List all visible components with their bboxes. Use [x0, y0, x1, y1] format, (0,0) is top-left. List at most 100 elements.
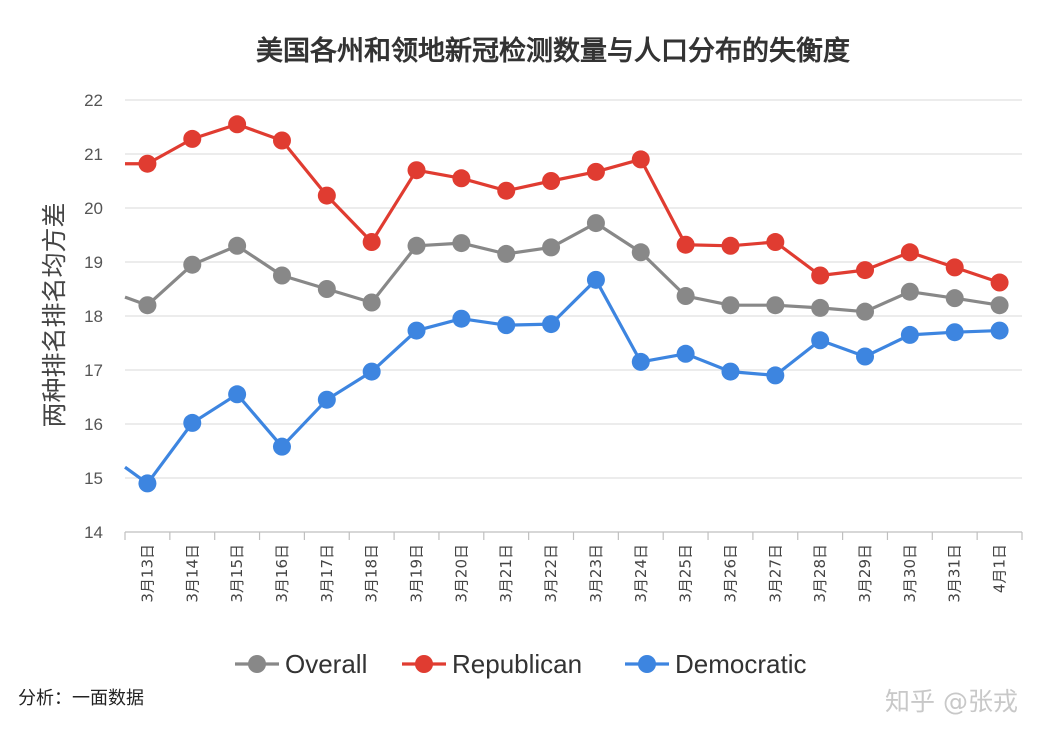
data-point	[945, 289, 964, 308]
y-tick-label: 18	[84, 307, 103, 326]
series-democratic	[124, 270, 1009, 493]
series-republican	[125, 115, 1009, 292]
data-point	[856, 261, 875, 280]
data-point	[228, 385, 247, 404]
y-axis-ticks: 14 15 16 17 18 19 20 21 22	[84, 91, 103, 542]
data-point	[272, 266, 291, 285]
data-point	[452, 169, 471, 188]
x-tick-label: 3月25日	[677, 544, 695, 603]
x-tick-label: 3月15日	[228, 544, 246, 603]
data-point	[272, 131, 291, 150]
data-point	[586, 162, 605, 181]
y-axis-label: 两种排名排名均方差	[40, 202, 69, 427]
x-tick-label: 3月24日	[632, 544, 650, 603]
x-tick-label: 3月13日	[138, 544, 156, 603]
data-point	[138, 154, 157, 173]
data-point	[407, 236, 426, 255]
y-tick-label: 21	[84, 145, 103, 164]
data-point	[362, 293, 381, 312]
x-tick-label: 3月19日	[408, 544, 426, 603]
data-point	[407, 321, 426, 340]
series-overall	[124, 214, 1009, 321]
watermark: 知乎 @张戎	[885, 687, 1018, 716]
legend-item-overall: Overall	[235, 649, 367, 679]
source-note: 分析：一面数据	[18, 688, 144, 709]
data-point	[183, 255, 202, 274]
data-point	[631, 243, 650, 262]
data-point	[542, 172, 561, 190]
data-point	[362, 233, 381, 252]
data-point	[362, 362, 381, 381]
data-point	[452, 309, 471, 328]
x-tick-label: 3月23日	[587, 544, 605, 603]
data-point	[317, 280, 336, 298]
data-point	[272, 437, 291, 456]
data-point	[766, 296, 785, 315]
data-point	[676, 344, 695, 363]
data-point	[497, 181, 516, 200]
x-tick-label: 3月16日	[273, 544, 291, 603]
data-point	[452, 234, 471, 253]
legend: Overall Republican Democratic	[235, 649, 806, 679]
x-tick-label: 3月22日	[542, 544, 560, 603]
y-tick-label: 16	[84, 415, 103, 434]
x-tick-label: 4月1日	[991, 544, 1009, 593]
legend-marker	[415, 655, 433, 673]
data-point	[766, 366, 785, 385]
data-point	[721, 296, 740, 315]
x-tick-label: 3月14日	[183, 544, 201, 603]
x-axis-ticks: 3月13日 3月14日 3月15日 3月16日 3月17日 3月18日 3月19日 3月20日…	[138, 544, 1008, 603]
legend-label: Democratic	[675, 649, 806, 679]
data-point	[721, 362, 740, 381]
x-tick-label: 3月31日	[946, 544, 964, 603]
x-tick-label: 3月29日	[856, 544, 874, 603]
legend-item-democratic: Democratic	[625, 649, 806, 679]
y-tick-label: 15	[84, 469, 103, 488]
legend-marker	[638, 655, 656, 673]
x-tick-label: 3月17日	[318, 544, 336, 603]
chart-title: 美国各州和领地新冠检测数量与人口分布的失衡度	[256, 35, 850, 67]
data-point	[856, 302, 875, 321]
data-point	[990, 273, 1009, 292]
x-tick-label: 3月18日	[363, 544, 381, 603]
data-point	[228, 115, 247, 134]
data-point	[900, 325, 919, 344]
data-point	[721, 236, 740, 255]
data-point	[542, 315, 561, 334]
y-tick-label: 19	[84, 253, 103, 272]
x-tick-label: 3月27日	[766, 544, 784, 603]
x-tick-label: 3月28日	[811, 544, 829, 603]
legend-label: Republican	[452, 649, 582, 679]
data-point	[945, 258, 964, 277]
data-point	[586, 270, 605, 289]
data-point	[811, 298, 830, 317]
x-tick-label: 3月20日	[452, 544, 470, 603]
y-tick-label: 17	[84, 361, 103, 380]
data-point	[183, 129, 202, 148]
data-point	[228, 236, 247, 255]
data-point	[407, 161, 426, 180]
data-point	[900, 282, 919, 301]
series-layer	[124, 115, 1009, 493]
data-point	[990, 296, 1009, 315]
y-tick-label: 20	[84, 199, 103, 218]
legend-item-republican: Republican	[402, 649, 582, 679]
x-axis	[124, 531, 1023, 540]
data-point	[676, 235, 695, 254]
data-point	[497, 316, 516, 335]
data-point	[183, 413, 202, 432]
data-point	[856, 347, 875, 366]
data-point	[497, 244, 516, 263]
data-point	[631, 352, 650, 371]
y-tick-label: 22	[84, 91, 103, 110]
data-point	[317, 186, 336, 205]
data-point	[317, 390, 336, 409]
data-point	[990, 321, 1009, 340]
x-tick-label: 3月26日	[721, 544, 739, 603]
data-point	[811, 331, 830, 350]
data-point	[945, 323, 964, 342]
data-point	[138, 296, 157, 315]
legend-marker	[248, 655, 266, 673]
y-tick-label: 14	[84, 523, 103, 542]
